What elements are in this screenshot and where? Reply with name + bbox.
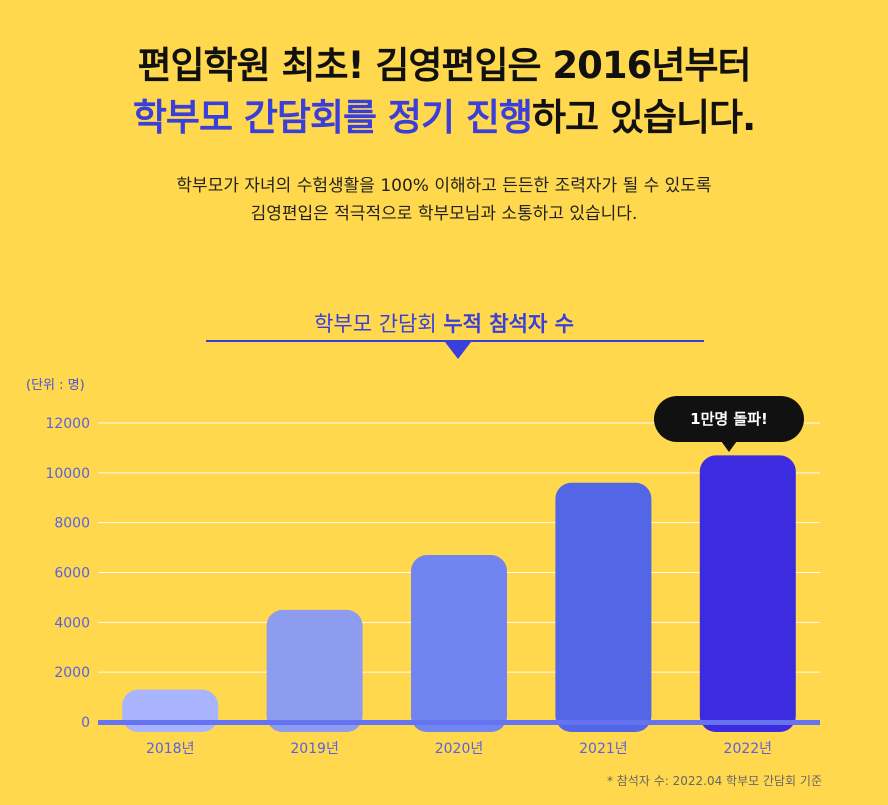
chart-title-bold: 누적 참석자 수 <box>443 312 574 336</box>
y-tick-label: 4000 <box>54 615 90 631</box>
x-tick-label: 2020년 <box>435 741 484 757</box>
subtext-line-2: 김영편입은 적극적으로 학부모님과 소통하고 있습니다. <box>250 204 638 224</box>
headline: 편입학원 최초! 김영편입은 2016년부터 학부모 간담회를 정기 진행하고 … <box>0 40 888 144</box>
unit-label: (단위 : 명) <box>26 378 85 393</box>
x-tick-label: 2022년 <box>724 741 773 757</box>
bar <box>699 455 796 732</box>
bar <box>266 609 363 732</box>
footnote: * 참석자 수: 2022.04 학부모 간담회 기준 <box>606 774 822 788</box>
y-tick-label: 8000 <box>54 516 90 532</box>
y-tick-label: 12000 <box>45 416 90 432</box>
x-tick-label: 2019년 <box>290 741 339 757</box>
x-tick-label: 2018년 <box>146 741 195 757</box>
chart-title: 학부모 간담회 누적 참석자 수 <box>0 308 888 338</box>
headline-rest: 하고 있습니다. <box>531 96 756 139</box>
x-tick-label: 2021년 <box>579 741 628 757</box>
bar <box>122 689 219 732</box>
headline-line-2: 학부모 간담회를 정기 진행하고 있습니다. <box>0 92 888 144</box>
y-tick-label: 6000 <box>54 566 90 582</box>
bar <box>555 482 652 732</box>
callout-tail <box>721 441 737 452</box>
y-tick-label: 10000 <box>45 466 90 482</box>
x-axis-baseline <box>98 720 820 725</box>
bar <box>411 555 507 732</box>
y-tick-label: 0 <box>81 715 90 731</box>
headline-line-1: 편입학원 최초! 김영편입은 2016년부터 <box>137 44 751 87</box>
headline-accent: 학부모 간담회를 정기 진행 <box>132 96 533 139</box>
chart-title-arrow-icon <box>445 342 471 359</box>
y-tick-label: 2000 <box>54 665 90 681</box>
chart-title-normal: 학부모 간담회 <box>314 312 444 336</box>
callout-badge: 1만명 돌파! <box>654 396 804 442</box>
subtext: 학부모가 자녀의 수험생활을 100% 이해하고 든든한 조력자가 될 수 있도… <box>0 172 888 228</box>
subtext-line-1: 학부모가 자녀의 수험생활을 100% 이해하고 든든한 조력자가 될 수 있도… <box>176 176 712 196</box>
chart-title-underline <box>206 340 704 342</box>
